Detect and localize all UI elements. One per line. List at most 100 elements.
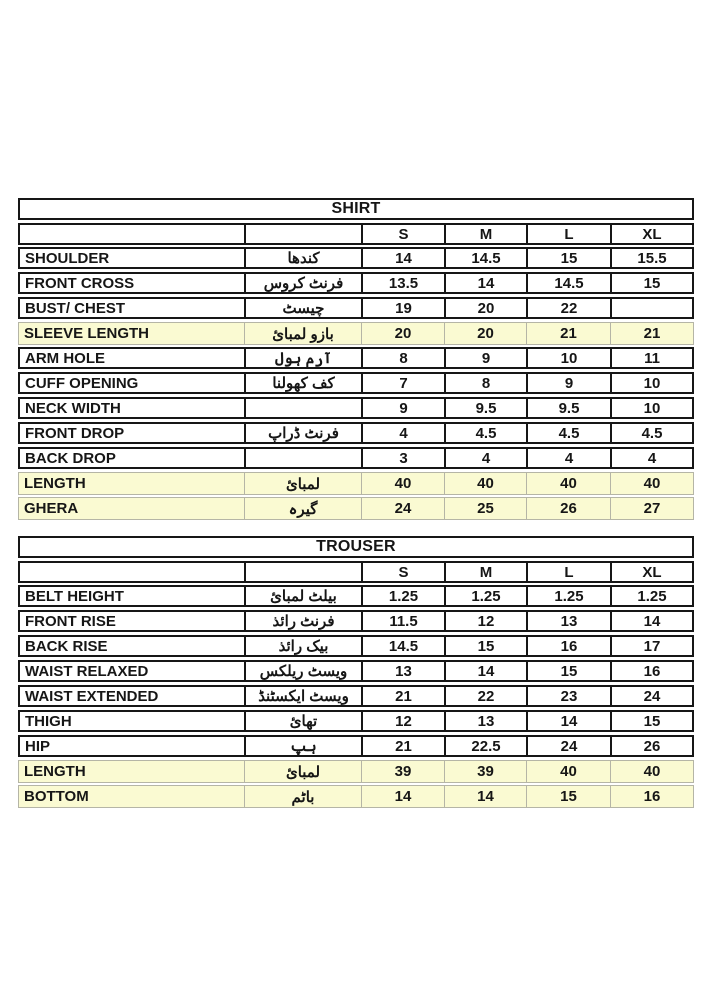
value-m: 1.25 xyxy=(446,587,528,605)
value-l: 4 xyxy=(528,449,612,467)
value-l: 23 xyxy=(528,687,612,705)
value-l: 14.5 xyxy=(528,274,612,292)
row-label-urdu: آرم ہول xyxy=(246,349,363,367)
row-label: BELT HEIGHT xyxy=(20,587,246,605)
trouser-size-table: TROUSER S M L XL BELT HEIGHT بیلٹ لمبائ … xyxy=(18,536,694,808)
row-label: WAIST RELAXED xyxy=(20,662,246,680)
value-m: 9 xyxy=(446,349,528,367)
size-header-s: S xyxy=(363,563,446,581)
table-row-waist-extended: WAIST EXTENDED ویسٹ ایکسٹنڈ 21 22 23 24 xyxy=(18,685,694,707)
value-l: 1.25 xyxy=(528,587,612,605)
table-row-length: LENGTH لمبائ 39 39 40 40 xyxy=(18,760,694,783)
value-l: 40 xyxy=(527,473,611,494)
value-m: 12 xyxy=(446,612,528,630)
trouser-size-header-row: S M L XL xyxy=(18,561,694,583)
value-xl: 16 xyxy=(643,788,661,805)
value-m: 15 xyxy=(446,637,528,655)
value-s: 4 xyxy=(363,424,446,442)
row-label: SLEEVE LENGTH xyxy=(19,323,245,344)
value-m: 25 xyxy=(445,498,527,519)
row-label: FRONT DROP xyxy=(20,424,246,442)
shirt-size-table: SHIRT S M L XL SHOULDER کندھا 14 14.5 15… xyxy=(18,198,694,520)
value-m: 4.5 xyxy=(446,424,528,442)
size-header-l: L xyxy=(528,225,612,243)
value-l: 13 xyxy=(528,612,612,630)
row-label-urdu: ویسٹ ریلکس xyxy=(246,662,363,680)
table-row-hip: HIP ہپ 21 22.5 24 26 xyxy=(18,735,694,757)
row-label-urdu: فرنٹ ڈراپ xyxy=(246,424,363,442)
value-s: 21 xyxy=(363,737,446,755)
value-m: 20 xyxy=(445,323,527,344)
table-row-bottom: BOTTOM باٹم 14 14 15 16 xyxy=(18,785,694,808)
value-xl: 11 xyxy=(644,349,660,367)
table-row-thigh: THIGH تھائ 12 13 14 15 xyxy=(18,710,694,732)
row-label: FRONT RISE xyxy=(20,612,246,630)
row-label-urdu: لمبائ xyxy=(245,473,362,494)
value-s: 24 xyxy=(362,498,445,519)
row-label-urdu: بیلٹ لمبائ xyxy=(246,587,363,605)
row-label-urdu: تھائ xyxy=(246,712,363,730)
size-header-m: M xyxy=(446,563,528,581)
value-s: 19 xyxy=(363,299,446,317)
row-label-urdu: ویسٹ ایکسٹنڈ xyxy=(246,687,363,705)
row-label-urdu: بیک رائذ xyxy=(246,637,363,655)
value-s: 8 xyxy=(363,349,446,367)
row-label-urdu: فرنٹ رائذ xyxy=(246,612,363,630)
table-row-cuff-opening: CUFF OPENING کف کھولنا 7 8 9 10 xyxy=(18,372,694,394)
value-l: 9.5 xyxy=(528,399,612,417)
row-label: FRONT CROSS xyxy=(20,274,246,292)
value-s: 7 xyxy=(363,374,446,392)
row-label: LENGTH xyxy=(19,761,245,782)
value-l: 4.5 xyxy=(528,424,612,442)
row-label-urdu: چیسٹ xyxy=(246,299,363,317)
value-s: 1.25 xyxy=(363,587,446,605)
value-xl: 16 xyxy=(643,662,661,680)
table-row-waist-relaxed: WAIST RELAXED ویسٹ ریلکس 13 14 15 16 xyxy=(18,660,694,682)
table-row-bust-chest: BUST/ CHEST چیسٹ 19 20 22 xyxy=(18,297,694,319)
value-s: 14.5 xyxy=(363,637,446,655)
row-label-urdu: باٹم xyxy=(245,786,362,807)
value-xl: 26 xyxy=(643,737,661,755)
value-l: 15 xyxy=(528,662,612,680)
size-header-xl: XL xyxy=(642,563,662,581)
value-xl: 15 xyxy=(643,712,661,730)
table-row-length: LENGTH لمبائ 40 40 40 40 xyxy=(18,472,694,495)
row-label: THIGH xyxy=(20,712,246,730)
value-xl: 15.5 xyxy=(637,249,667,267)
table-row-neck-width: NECK WIDTH 9 9.5 9.5 10 xyxy=(18,397,694,419)
header-label-spacer xyxy=(20,225,246,243)
value-s: 13 xyxy=(363,662,446,680)
value-s: 39 xyxy=(362,761,445,782)
row-label-urdu: ہپ xyxy=(246,737,363,755)
row-label: BOTTOM xyxy=(19,786,245,807)
header-urdu-spacer xyxy=(246,563,363,581)
row-label-urdu: فرنٹ کروس xyxy=(246,274,363,292)
value-xl: 40 xyxy=(643,763,661,780)
value-m: 14 xyxy=(446,662,528,680)
value-xl: 4.5 xyxy=(641,424,663,442)
value-s: 21 xyxy=(363,687,446,705)
table-row-arm-hole: ARM HOLE آرم ہول 8 9 10 11 xyxy=(18,347,694,369)
value-xl: 15 xyxy=(643,274,661,292)
value-m: 14 xyxy=(446,274,528,292)
value-xl: 24 xyxy=(643,687,661,705)
value-l: 24 xyxy=(528,737,612,755)
value-l: 26 xyxy=(527,498,611,519)
table-row-front-cross: FRONT CROSS فرنٹ کروس 13.5 14 14.5 15 xyxy=(18,272,694,294)
row-label-urdu: لمبائ xyxy=(245,761,362,782)
value-xl: 40 xyxy=(643,475,661,492)
value-s: 13.5 xyxy=(363,274,446,292)
value-l: 9 xyxy=(528,374,612,392)
value-m: 39 xyxy=(445,761,527,782)
size-header-l: L xyxy=(528,563,612,581)
value-xl: 27 xyxy=(643,500,661,517)
row-label-urdu: بازو لمبائ xyxy=(245,323,362,344)
value-l: 22 xyxy=(528,299,612,317)
shirt-title-row: SHIRT xyxy=(18,198,694,220)
header-label-spacer xyxy=(20,563,246,581)
header-urdu-spacer xyxy=(246,225,363,243)
row-label-urdu: کف کھولنا xyxy=(246,374,363,392)
value-m: 9.5 xyxy=(446,399,528,417)
value-l: 15 xyxy=(527,786,611,807)
